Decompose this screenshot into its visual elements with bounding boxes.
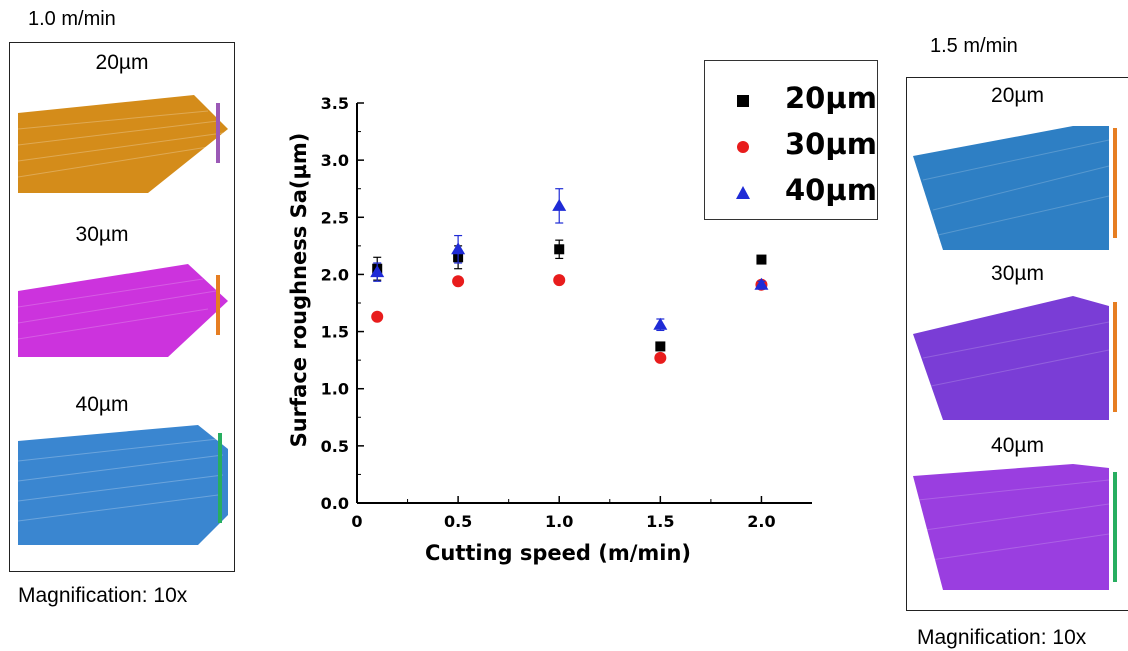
x-tick-label: 1.0 — [545, 512, 573, 531]
y-tick-label: 3.5 — [321, 94, 349, 113]
data-point-circle — [654, 351, 667, 364]
left-surface-image-1 — [18, 95, 228, 193]
y-tick-label: 0.5 — [321, 437, 349, 456]
x-tick-label: 1.5 — [646, 512, 674, 531]
legend-label-30um: 30µm — [785, 127, 877, 161]
left-speed-label: 1.0 m/min — [28, 8, 116, 30]
y-tick-label: 1.0 — [321, 380, 349, 399]
y-tick-label: 2.5 — [321, 208, 349, 227]
data-point-triangle — [552, 198, 567, 211]
legend-circle-marker — [737, 141, 749, 153]
roughness-chart: 0.0 0.5 1.0 1.5 2.0 2.5 3.0 3.5 0 0.5 1.0 1.5 2.0 Cu… — [287, 94, 812, 565]
right-surface-panel: 20µm 30µm 40µm — [906, 77, 1128, 611]
right-surface-image-1 — [913, 126, 1117, 250]
y-tick-label: 3.0 — [321, 151, 349, 170]
legend-label-20um: 20µm — [785, 81, 877, 115]
data-point-circle — [553, 274, 566, 287]
data-point-circle — [371, 310, 384, 323]
chart-marks — [370, 188, 769, 364]
data-point-triangle — [653, 317, 668, 330]
legend-entry-30um: 30µm — [705, 127, 877, 167]
y-tick-label: 0.0 — [321, 494, 349, 513]
data-point-circle — [452, 275, 465, 288]
right-sample-label-1: 20µm — [991, 84, 1044, 107]
right-speed-label: 1.5 m/min — [930, 35, 1018, 57]
left-surface-map-2 — [18, 264, 228, 357]
right-surface-map-2 — [913, 296, 1109, 420]
left-surface-image-3 — [18, 425, 228, 545]
left-sample-label-2: 30µm — [75, 223, 129, 246]
legend-square-marker — [737, 95, 749, 107]
y-tick-label: 1.5 — [321, 323, 349, 342]
x-tick-label: 0 — [351, 512, 362, 531]
chart-legend: 20µm 30µm 40µm — [704, 60, 878, 220]
left-surface-map-3 — [18, 425, 228, 545]
left-sample-label-1: 20µm — [95, 51, 149, 74]
data-point-triangle — [370, 265, 385, 278]
right-surface-image-3 — [913, 464, 1117, 590]
data-point-triangle — [451, 242, 466, 255]
left-surface-map-1 — [18, 95, 228, 193]
data-point-triangle — [754, 277, 769, 290]
right-magnification-label: Magnification: 10x — [917, 626, 1087, 649]
right-sample-label-2: 30µm — [991, 262, 1044, 285]
left-surface-panel: 20µm 30µm 40µm — [9, 42, 235, 572]
data-point-square — [554, 244, 565, 255]
legend-entry-20um: 20µm — [705, 81, 877, 121]
data-point-square — [756, 254, 767, 265]
right-surface-map-1 — [913, 126, 1109, 250]
right-surface-map-3 — [913, 464, 1109, 590]
left-sample-label-3: 40µm — [75, 393, 129, 416]
x-axis-label: Cutting speed (m/min) — [425, 541, 691, 565]
data-point-square — [655, 341, 666, 352]
left-magnification-label: Magnification: 10x — [18, 584, 188, 607]
right-surface-image-2 — [913, 296, 1117, 420]
y-tick-label: 2.0 — [321, 265, 349, 284]
legend-triangle-marker — [736, 186, 750, 199]
legend-label-40um: 40µm — [785, 173, 877, 207]
legend-entry-40um: 40µm — [705, 173, 877, 213]
y-axis-label: Surface roughness Sa(µm) — [287, 133, 311, 448]
right-sample-label-3: 40µm — [991, 434, 1044, 457]
x-tick-label: 2.0 — [747, 512, 775, 531]
chart-ticks: 0.0 0.5 1.0 1.5 2.0 2.5 3.0 3.5 0 0.5 1.0 1.5 2.0 — [321, 94, 776, 531]
x-tick-label: 0.5 — [444, 512, 472, 531]
left-surface-image-2 — [18, 264, 228, 357]
